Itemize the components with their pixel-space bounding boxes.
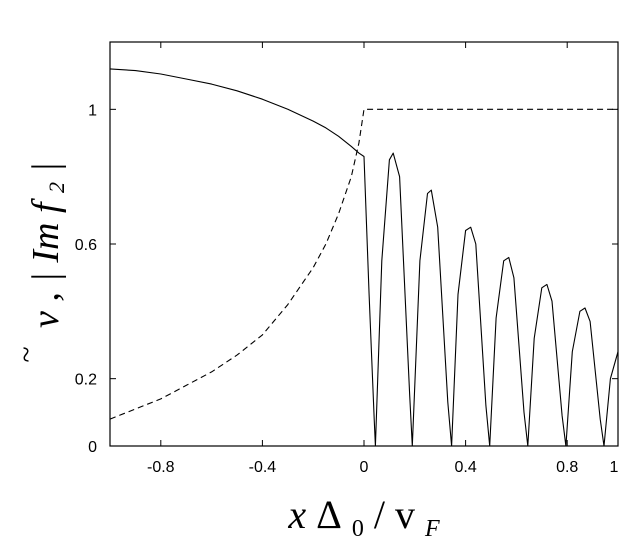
y-axis-label-f: f: [25, 198, 67, 213]
x-axis-label-v: v: [395, 492, 415, 537]
series-layer: [109, 68, 619, 447]
x-axis-label-delta: Δ: [316, 492, 342, 537]
y-axis-label-im: Im: [25, 223, 67, 264]
x-tick-label: 0.4: [454, 459, 476, 476]
y-axis-label-tilde: ~: [10, 347, 43, 363]
x-axis-label-x: x: [287, 492, 306, 537]
x-tick-label: 0: [360, 459, 369, 476]
x-tick-label: 0.8: [556, 459, 578, 476]
y-axis-label: ν , | Im f 2 | ~: [10, 162, 73, 363]
y-tick-labels: 0 0.2 0.6 1: [75, 102, 97, 456]
y-axis-label-nu: ν: [25, 311, 67, 328]
y-tick-label: 0: [88, 439, 97, 456]
x-tick-labels: -0.8 -0.4 0 0.4 0.8 1: [147, 459, 619, 476]
x-tick-label: -0.4: [249, 459, 277, 476]
y-axis-label-sep: , |: [25, 272, 67, 301]
x-axis-label: x Δ 0 / v F: [287, 492, 440, 545]
y-axis-label-close: |: [25, 162, 67, 172]
tick-marks: [110, 42, 619, 447]
solid-series-line: [109, 68, 619, 447]
x-axis-label-v-sub: F: [424, 516, 440, 542]
svg-text:ν , | Im f: ν , | Im f 2 |: [25, 162, 73, 328]
dashed-series-line: [109, 108, 618, 420]
y-tick-label: 1: [88, 102, 97, 119]
x-tick-label: 1: [610, 459, 619, 476]
y-tick-label: 0.6: [75, 237, 97, 254]
x-axis-label-slash: /: [374, 492, 386, 537]
x-tick-label: -0.8: [147, 459, 175, 476]
y-tick-label: 0.2: [75, 372, 97, 389]
y-axis-label-f-sub: 2: [44, 182, 69, 193]
x-axis-label-delta-sub: 0: [352, 516, 364, 542]
